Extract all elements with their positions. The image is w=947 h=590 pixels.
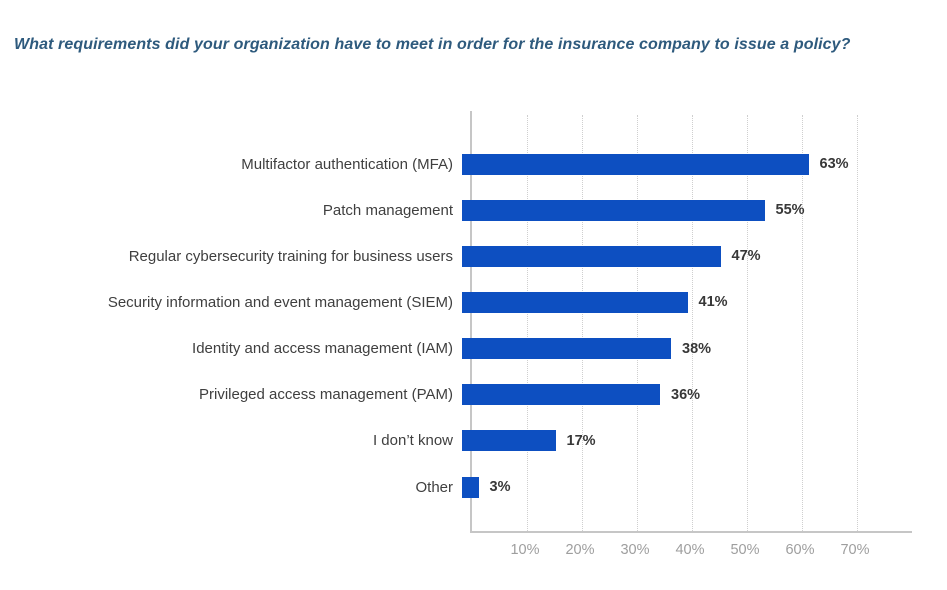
value-label: 63% [819,156,849,172]
bar [462,384,660,406]
gridline-30% [637,115,638,531]
value-label: 41% [698,294,728,311]
bar-row: Identity and access management (IAM) 38% [0,338,712,360]
category-label: Identity and access management (IAM) [192,340,453,358]
bar-row: Multifactor authentication (MFA) 63% [0,153,849,175]
category-label: I don’t know [372,432,453,450]
bar-row: Other 3% [0,476,511,498]
value-label: 3% [489,479,511,496]
category-label: Multifactor authentication (MFA) [241,155,453,173]
value-label: 55% [775,202,805,219]
x-tick-label: 10% [510,542,540,558]
bar-row: Patch management 55% [0,199,805,221]
gridline-50% [747,115,748,531]
category-label: Regular cybersecurity training for busin… [128,247,453,265]
x-axis-ticks: 10% 20% 30% 40% 50% 60% 70% [470,542,912,562]
bar-row: I don’t know 17% [0,430,596,452]
gridline-60% [802,115,803,531]
bar [462,338,671,360]
bar [462,153,809,175]
value-label: 36% [671,386,701,403]
gridline-20% [582,115,583,531]
bar-row: Regular cybersecurity training for busin… [0,245,761,267]
category-label: Patch management [322,201,453,219]
plot-area [470,111,912,533]
value-label: 17% [566,432,596,449]
gridline-10% [527,115,528,531]
x-tick-label: 30% [620,542,650,558]
category-label: Security information and event managemen… [107,293,453,311]
category-label: Privileged access management (PAM) [199,386,453,404]
x-tick-label: 50% [730,542,760,558]
bar [462,430,556,452]
chart-title: What requirements did your organization … [14,36,851,53]
x-tick-label: 60% [785,542,815,558]
x-tick-label: 40% [675,542,705,558]
bar [462,245,721,267]
bar [462,199,765,221]
bar [462,291,688,313]
x-tick-label: 20% [565,542,595,558]
value-label: 47% [731,248,761,265]
value-label: 38% [682,340,712,357]
bar-row: Privileged access management (PAM) 36% [0,384,701,406]
bar-row: Security information and event managemen… [0,291,728,313]
x-tick-label: 70% [840,542,870,558]
gridline-70% [857,115,858,531]
category-label: Other [415,478,453,496]
bar [462,476,479,498]
gridline-40% [692,115,693,531]
